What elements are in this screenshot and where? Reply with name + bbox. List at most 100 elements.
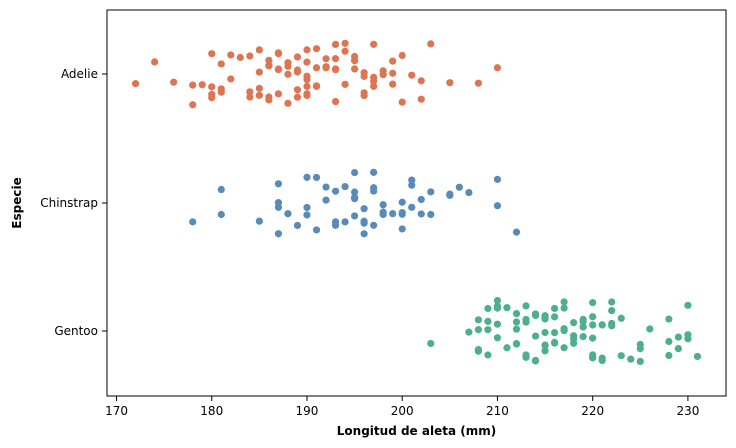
data-point-adelie bbox=[246, 88, 254, 96]
data-point-chinstrap bbox=[274, 230, 283, 238]
data-point-adelie bbox=[351, 65, 359, 73]
data-point-chinstrap bbox=[331, 187, 340, 195]
data-point-gentoo bbox=[579, 333, 587, 341]
data-point-chinstrap bbox=[446, 191, 454, 199]
y-tick-label-adelie: Adelie bbox=[61, 67, 98, 81]
data-point-adelie bbox=[341, 47, 349, 55]
data-point-gentoo bbox=[541, 347, 549, 355]
data-point-chinstrap bbox=[293, 221, 302, 230]
data-point-adelie bbox=[331, 40, 340, 49]
data-point-adelie bbox=[398, 98, 406, 106]
data-point-adelie bbox=[303, 58, 311, 66]
data-point-gentoo bbox=[665, 351, 673, 360]
data-point-gentoo bbox=[512, 325, 521, 333]
data-point-chinstrap bbox=[312, 226, 321, 234]
data-point-gentoo bbox=[493, 296, 502, 305]
data-point-gentoo bbox=[550, 304, 559, 313]
x-tick-label: 220 bbox=[581, 404, 604, 418]
data-point-gentoo bbox=[617, 314, 625, 322]
data-point-gentoo bbox=[617, 352, 625, 360]
data-point-gentoo bbox=[589, 351, 597, 359]
data-point-chinstrap bbox=[351, 168, 359, 177]
data-point-chinstrap bbox=[398, 225, 406, 233]
y-axis-ticks: Adelie Chinstrap Gentoo bbox=[40, 67, 107, 338]
y-tick-label-chinstrap: Chinstrap bbox=[40, 196, 98, 210]
x-tick-label: 230 bbox=[676, 404, 699, 418]
data-point-adelie bbox=[379, 71, 387, 79]
data-point-gentoo bbox=[531, 311, 540, 320]
data-point-adelie bbox=[389, 69, 397, 77]
data-point-adelie bbox=[236, 53, 244, 62]
data-point-adelie bbox=[246, 52, 254, 60]
data-point-gentoo bbox=[512, 339, 521, 348]
data-point-gentoo bbox=[579, 315, 587, 323]
data-point-adelie bbox=[274, 90, 283, 98]
x-tick-label: 210 bbox=[486, 404, 509, 418]
data-point-gentoo bbox=[589, 334, 597, 342]
data-point-adelie bbox=[370, 82, 378, 90]
data-point-chinstrap bbox=[370, 221, 378, 229]
data-point-chinstrap bbox=[379, 210, 387, 219]
data-point-adelie bbox=[265, 93, 273, 101]
data-point-gentoo bbox=[560, 344, 568, 352]
data-point-adelie bbox=[255, 68, 263, 76]
data-point-gentoo bbox=[484, 317, 492, 325]
data-point-adelie bbox=[265, 56, 273, 64]
data-point-chinstrap bbox=[312, 173, 321, 182]
data-point-chinstrap bbox=[493, 202, 502, 210]
data-point-gentoo bbox=[665, 337, 673, 346]
x-tick-label: 190 bbox=[296, 404, 319, 418]
data-point-chinstrap bbox=[303, 203, 311, 212]
data-point-adelie bbox=[303, 46, 311, 54]
data-point-chinstrap bbox=[398, 210, 406, 218]
data-point-adelie bbox=[255, 46, 263, 54]
data-point-chinstrap bbox=[408, 181, 416, 189]
y-tick-label-gentoo: Gentoo bbox=[54, 324, 98, 338]
data-point-adelie bbox=[151, 58, 159, 66]
data-point-adelie bbox=[360, 72, 368, 80]
data-point-chinstrap bbox=[322, 196, 330, 204]
data-point-gentoo bbox=[484, 326, 492, 334]
data-point-chinstrap bbox=[408, 176, 416, 184]
data-point-gentoo bbox=[550, 313, 559, 321]
data-point-gentoo bbox=[570, 319, 578, 327]
data-point-chinstrap bbox=[217, 185, 225, 194]
data-point-adelie bbox=[274, 49, 283, 57]
data-point-adelie bbox=[265, 62, 273, 70]
data-point-chinstrap bbox=[427, 188, 435, 196]
x-axis-ticks: 170 180 190 200 210 220 230 bbox=[105, 396, 699, 418]
data-point-adelie bbox=[284, 62, 292, 70]
data-point-adelie bbox=[417, 95, 425, 103]
data-point-chinstrap bbox=[465, 188, 473, 197]
data-point-gentoo bbox=[608, 298, 616, 306]
data-point-chinstrap bbox=[303, 211, 311, 219]
data-point-adelie bbox=[360, 91, 368, 100]
data-point-adelie bbox=[427, 40, 435, 48]
data-points bbox=[131, 39, 702, 366]
data-point-adelie bbox=[189, 101, 197, 109]
data-point-chinstrap bbox=[322, 183, 330, 191]
x-tick-label: 170 bbox=[105, 404, 128, 418]
data-point-gentoo bbox=[493, 334, 502, 342]
data-point-gentoo bbox=[674, 333, 682, 341]
data-point-chinstrap bbox=[417, 210, 425, 218]
data-point-chinstrap bbox=[493, 175, 502, 183]
data-point-chinstrap bbox=[274, 180, 283, 188]
data-point-gentoo bbox=[522, 302, 530, 310]
data-point-adelie bbox=[322, 64, 330, 72]
data-point-chinstrap bbox=[398, 198, 406, 206]
data-point-chinstrap bbox=[370, 184, 378, 192]
data-point-gentoo bbox=[522, 351, 530, 359]
data-point-adelie bbox=[217, 88, 225, 96]
data-point-adelie bbox=[284, 99, 292, 107]
data-point-chinstrap bbox=[255, 217, 263, 225]
data-point-gentoo bbox=[560, 304, 568, 312]
data-point-gentoo bbox=[512, 309, 521, 318]
data-point-gentoo bbox=[541, 328, 549, 337]
data-point-gentoo bbox=[579, 323, 587, 331]
data-point-adelie bbox=[170, 78, 178, 86]
data-point-chinstrap bbox=[284, 210, 292, 218]
data-point-adelie bbox=[198, 81, 206, 89]
data-point-gentoo bbox=[531, 356, 540, 364]
